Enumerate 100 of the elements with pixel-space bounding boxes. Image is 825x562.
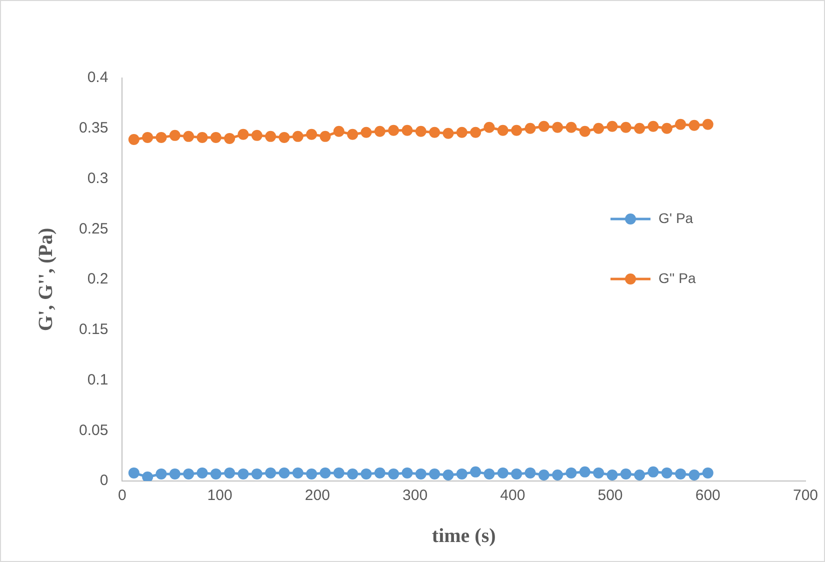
point [456, 468, 468, 480]
point [552, 122, 564, 133]
point [593, 467, 604, 478]
x-tick-label: 300 [402, 487, 428, 504]
point [524, 467, 536, 478]
point [484, 122, 495, 133]
y-tick-label: 0.2 [87, 270, 108, 288]
point [648, 466, 659, 478]
point [224, 132, 236, 144]
point [333, 467, 344, 478]
x-tick-label: 0 [118, 487, 126, 504]
point [442, 128, 454, 139]
point [606, 120, 618, 132]
point [224, 467, 236, 478]
point [169, 130, 180, 141]
x-tick-label: 700 [792, 487, 818, 504]
point [278, 467, 290, 478]
point [388, 124, 400, 136]
point [306, 468, 318, 480]
point [593, 122, 604, 134]
point [306, 128, 318, 140]
point [333, 126, 344, 137]
point [429, 126, 440, 138]
point [648, 120, 659, 132]
point [374, 467, 386, 478]
point [675, 118, 686, 130]
point [620, 468, 632, 480]
point [320, 467, 331, 478]
point [238, 468, 249, 480]
y-tick-label: 0.35 [78, 120, 108, 137]
y-tick-label: 0.25 [78, 220, 108, 238]
point [210, 132, 222, 143]
point [620, 122, 632, 133]
point [442, 469, 454, 480]
point [634, 122, 646, 134]
y-tick-label: 0 [100, 472, 108, 490]
point [511, 468, 522, 480]
x-tick-label: 600 [695, 487, 720, 504]
point [566, 467, 577, 478]
point [402, 467, 413, 478]
point [497, 124, 508, 136]
point [675, 468, 686, 480]
point [156, 468, 167, 480]
point [470, 126, 482, 138]
point [142, 471, 154, 481]
point [128, 467, 140, 478]
point [265, 130, 276, 142]
point [429, 468, 440, 480]
point [360, 126, 372, 138]
point [265, 467, 276, 478]
legend-label: G'' Pa [658, 270, 696, 286]
y-tick-label: 0.3 [87, 170, 108, 187]
point [196, 132, 208, 143]
point [388, 468, 400, 480]
point [278, 132, 290, 143]
point [456, 126, 468, 138]
point [169, 468, 180, 480]
point [292, 467, 304, 478]
point [566, 122, 577, 133]
point [415, 468, 426, 480]
point [292, 130, 304, 142]
point [470, 466, 482, 478]
point [606, 469, 618, 480]
point [661, 122, 672, 134]
point [688, 120, 700, 131]
y-tick-label: 0.4 [87, 69, 108, 86]
point [497, 467, 508, 478]
point [661, 467, 672, 478]
point [347, 468, 358, 480]
point [484, 468, 495, 480]
point [415, 126, 426, 137]
point [320, 130, 331, 142]
point [402, 124, 413, 136]
point [347, 128, 358, 140]
point [142, 132, 154, 143]
point [702, 118, 714, 130]
point [360, 468, 372, 480]
point [579, 466, 590, 478]
point [128, 134, 140, 145]
point [634, 469, 646, 480]
legend-label: G' Pa [658, 210, 694, 226]
x-tick-label: 200 [304, 487, 330, 504]
x-axis-title: time (s) [432, 525, 496, 548]
point [702, 467, 714, 478]
point [251, 468, 262, 480]
point [688, 469, 700, 480]
point [552, 469, 564, 480]
point [238, 128, 249, 140]
y-tick-label: 0.1 [87, 371, 108, 388]
point [196, 467, 208, 478]
point [538, 469, 550, 480]
point [183, 468, 194, 480]
x-tick-label: 500 [598, 487, 623, 504]
point [511, 124, 522, 136]
point [156, 132, 167, 143]
y-axis-title: G', G'', (Pa) [35, 228, 58, 332]
point [579, 126, 590, 137]
y-tick-label: 0.05 [78, 422, 108, 439]
point [183, 130, 194, 142]
point [374, 126, 386, 137]
